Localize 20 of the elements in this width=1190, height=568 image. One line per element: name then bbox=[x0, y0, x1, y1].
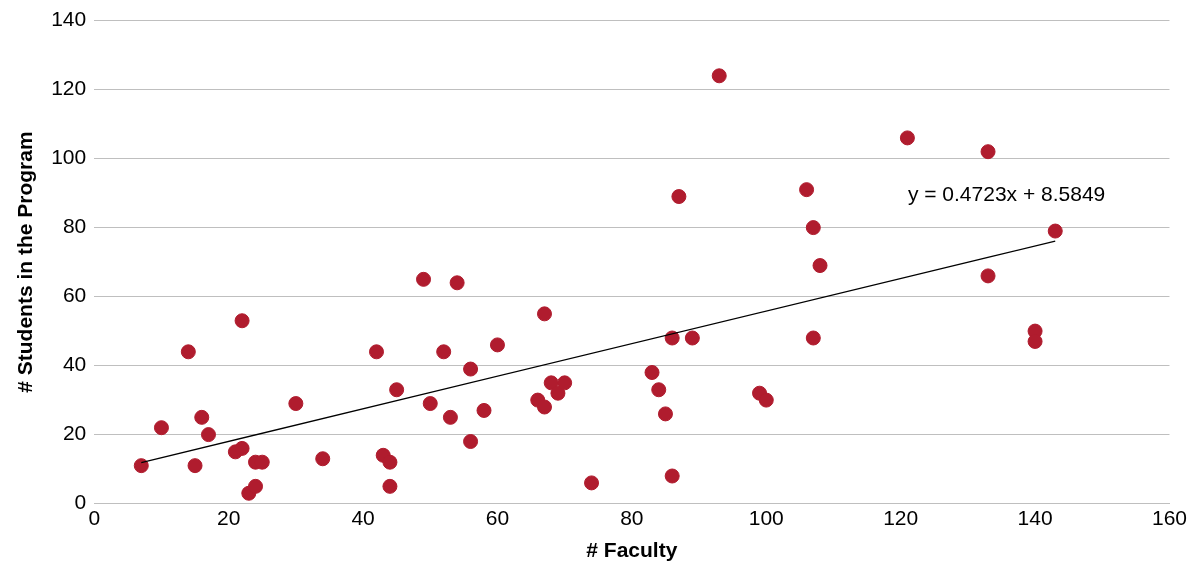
y-tick-label: 60 bbox=[62, 283, 87, 307]
y-tick-label: 140 bbox=[51, 7, 87, 31]
y-tick-label: 0 bbox=[74, 490, 87, 514]
x-tick-label: 120 bbox=[883, 506, 919, 529]
y-tick-label: 100 bbox=[51, 145, 87, 169]
y-tick-label: 20 bbox=[62, 421, 87, 445]
y-tick-label: 40 bbox=[62, 352, 87, 376]
y-axis-title: # Students in the Program bbox=[13, 131, 37, 393]
annotation: y = 0.4723x + 8.5849 bbox=[907, 182, 1106, 206]
y-tick-label: 80 bbox=[62, 214, 87, 238]
x-tick-label: 160 bbox=[1151, 506, 1187, 529]
x-tick-label: 80 bbox=[620, 506, 644, 529]
x-tick-label: 20 bbox=[216, 506, 241, 529]
x-axis-title: # Faculty bbox=[586, 538, 678, 562]
y-tick-label: 120 bbox=[51, 76, 87, 100]
x-tick-label: 0 bbox=[88, 506, 101, 529]
x-tick-label: 100 bbox=[748, 506, 784, 529]
x-tick-label: 40 bbox=[351, 506, 375, 529]
x-tick-label: 140 bbox=[1017, 506, 1053, 529]
x-tick-label: 60 bbox=[485, 506, 510, 529]
